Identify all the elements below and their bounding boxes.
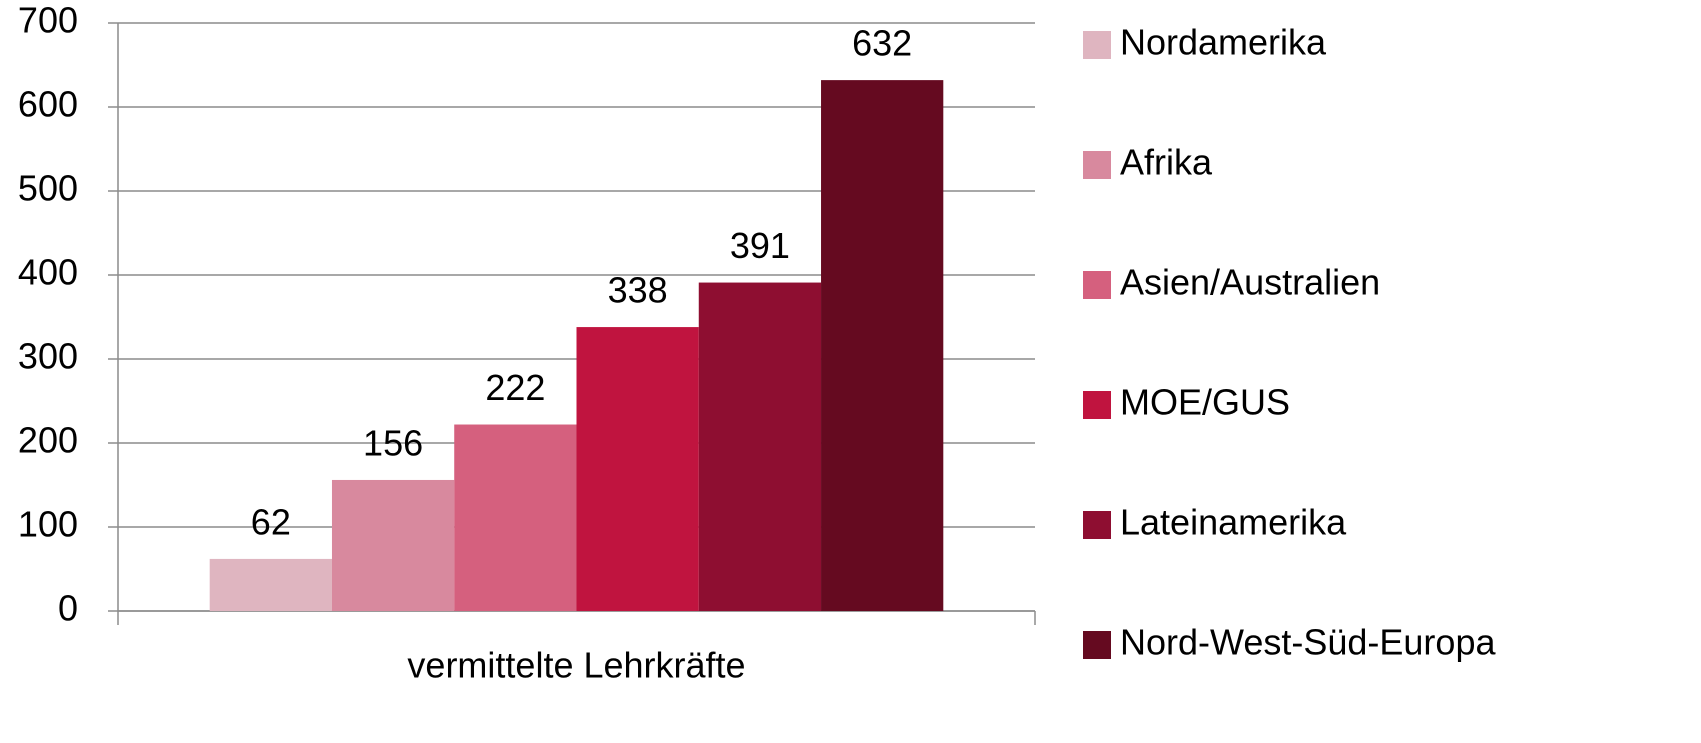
y-tick-label: 300 [18,336,78,377]
legend-label: MOE/GUS [1120,382,1290,423]
y-tick-label: 700 [18,0,78,41]
legend-swatch [1083,631,1111,659]
y-tick-label: 200 [18,420,78,461]
y-tick-label: 100 [18,504,78,545]
y-tick-label: 0 [58,588,78,629]
legend-label: Asien/Australien [1120,262,1380,303]
data-label: 632 [852,23,912,64]
legend-swatch [1083,151,1111,179]
bar [698,282,822,611]
data-label: 156 [363,422,423,463]
data-label: 338 [608,270,668,311]
legend-label: Nordamerika [1120,22,1327,63]
legend-swatch [1083,391,1111,419]
data-label: 222 [485,367,545,408]
legend-swatch [1083,31,1111,59]
x-tick-label: vermittelte Lehrkräfte [407,645,745,686]
data-label: 391 [730,225,790,266]
legend-label: Lateinamerika [1120,502,1347,543]
y-tick-label: 500 [18,168,78,209]
legend-swatch [1083,271,1111,299]
bar [576,327,699,611]
bar [821,80,944,612]
legend-swatch [1083,511,1111,539]
bar [454,424,577,611]
y-tick-label: 400 [18,252,78,293]
bar [331,479,455,611]
bar [209,558,332,611]
legend-label: Nord-West-Süd-Europa [1120,622,1496,663]
legend-label: Afrika [1120,142,1213,183]
data-label: 62 [251,501,291,542]
y-tick-label: 600 [18,84,78,125]
